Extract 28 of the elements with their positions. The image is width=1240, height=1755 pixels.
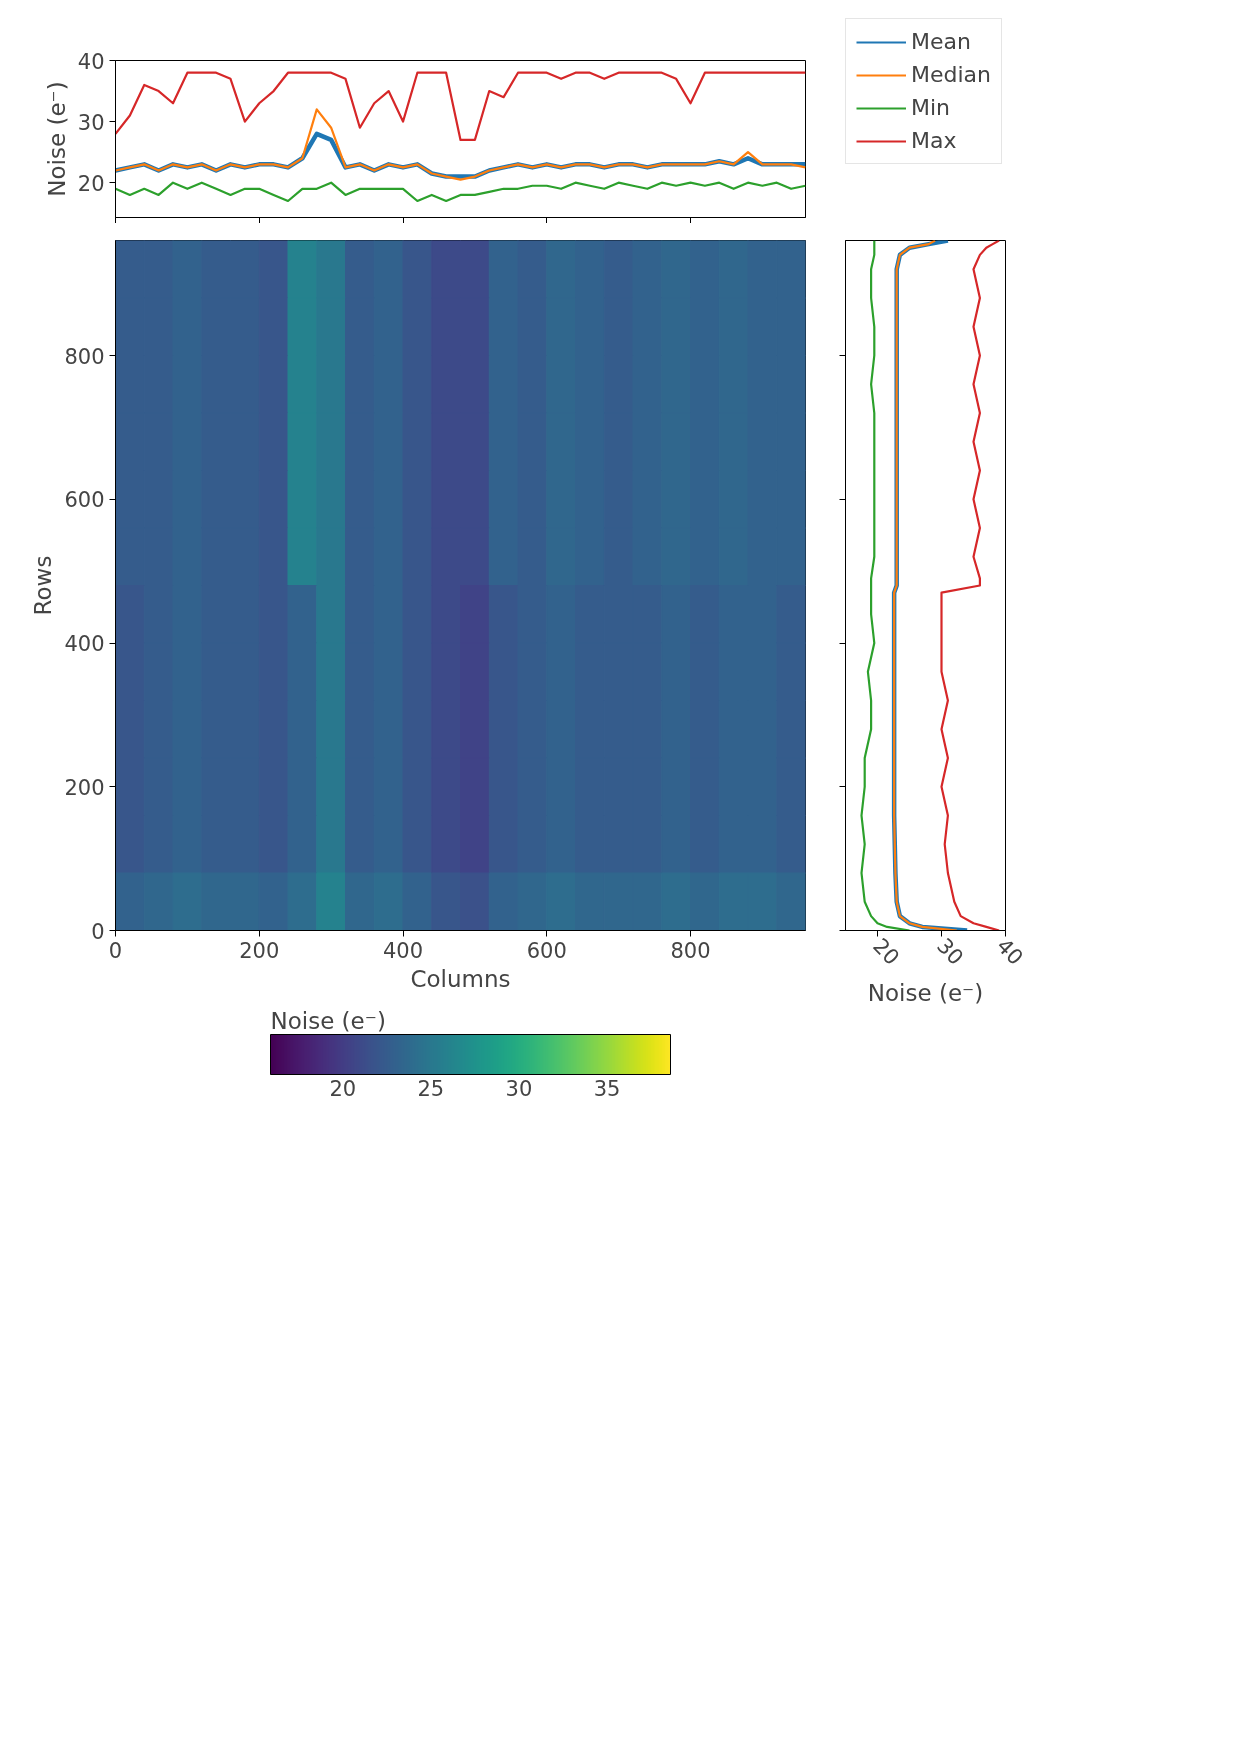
y-tick-label: 20 <box>77 171 105 196</box>
x-tick-label: 20 <box>868 933 905 970</box>
y-tick-label: 40 <box>77 49 105 74</box>
y-tick-label: 400 <box>64 632 105 656</box>
color-bar-title: Noise (e⁻) <box>270 1007 386 1034</box>
x-axis-title: Columns <box>410 965 511 992</box>
y-tick-label: 200 <box>64 775 105 800</box>
legend-label: Median <box>911 62 992 88</box>
color-bar-label: 30 <box>505 1076 533 1101</box>
y-tick-label: 600 <box>64 488 105 513</box>
legend-label: Max <box>911 128 957 154</box>
y-axis-title: Noise (e⁻) <box>43 81 70 197</box>
x-tick-label: 800 <box>670 938 711 963</box>
color-bar-label: 20 <box>329 1076 357 1101</box>
x-tick-label: 400 <box>382 938 424 963</box>
x-tick-label: 40 <box>991 933 1028 970</box>
color-bar-label: 25 <box>417 1076 445 1101</box>
x-tick-label: 0 <box>108 938 123 963</box>
x-axis-title: Noise (e⁻) <box>867 979 984 1006</box>
legend-label: Mean <box>911 29 971 55</box>
y-tick-label: 30 <box>77 110 105 135</box>
x-tick-label: 200 <box>239 938 280 963</box>
legend-label: Min <box>911 95 951 121</box>
x-tick-label: 30 <box>932 933 969 970</box>
y-axis-title: Rows <box>30 555 57 616</box>
color-bar-label: 35 <box>593 1076 621 1101</box>
y-tick-label: 800 <box>64 344 105 369</box>
x-tick-label: 600 <box>526 938 567 963</box>
